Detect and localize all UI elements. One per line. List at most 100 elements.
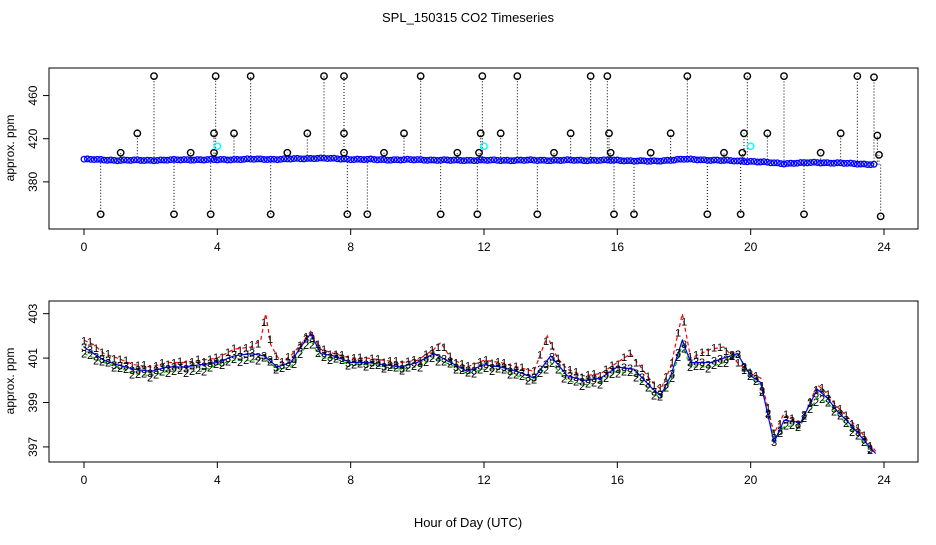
data-point xyxy=(800,159,808,166)
bottom-panel-ylabel: approx. ppm xyxy=(3,348,17,415)
data-point xyxy=(380,156,388,164)
series-marker: 3 xyxy=(405,359,411,371)
data-point xyxy=(220,156,228,163)
outlier-point xyxy=(186,148,195,157)
data-point xyxy=(500,156,508,164)
series-marker: 2 xyxy=(429,353,435,365)
series-marker: 2 xyxy=(597,379,603,391)
data-point xyxy=(127,156,135,164)
series-marker: 3 xyxy=(423,352,429,364)
series-marker: 3 xyxy=(855,427,861,439)
series-marker: 2 xyxy=(111,362,117,374)
data-point xyxy=(723,156,731,164)
series-marker: 3 xyxy=(489,363,495,375)
outlier-point xyxy=(703,210,712,219)
series-marker: 2 xyxy=(579,381,585,393)
data-point xyxy=(787,159,795,167)
data-point xyxy=(253,155,261,163)
series-marker: 3 xyxy=(135,365,141,377)
x-tick-label: 16 xyxy=(611,473,625,487)
outlier-point xyxy=(206,210,215,219)
series-marker: 3 xyxy=(729,349,735,361)
series-marker: 1 xyxy=(303,331,309,343)
series-marker: 2 xyxy=(867,445,873,457)
data-point xyxy=(390,156,398,164)
series-marker: 3 xyxy=(321,348,327,360)
data-point xyxy=(573,156,581,164)
x-tick-label: 20 xyxy=(744,473,758,487)
data-point xyxy=(430,156,438,164)
series-marker: 1 xyxy=(255,339,261,351)
data-point xyxy=(853,160,861,168)
series-marker: 2 xyxy=(321,352,327,364)
series-marker: 1 xyxy=(93,343,99,355)
series-marker: 1 xyxy=(405,356,411,368)
series-marker: 3 xyxy=(747,369,753,381)
series-marker: 2 xyxy=(267,357,273,369)
series-marker: 2 xyxy=(633,373,639,385)
series-marker: 2 xyxy=(729,351,735,363)
series-marker: 2 xyxy=(519,371,525,383)
data-point xyxy=(180,156,188,164)
data-point xyxy=(580,157,588,165)
series-marker: 1 xyxy=(705,347,711,359)
series-marker: 1 xyxy=(351,353,357,365)
series-marker: 1 xyxy=(321,344,327,356)
series-marker: 3 xyxy=(471,365,477,377)
series-marker: 1 xyxy=(411,355,417,367)
series-marker: 1 xyxy=(201,356,207,368)
data-point xyxy=(80,155,88,163)
series-marker: 1 xyxy=(165,359,171,371)
outlier-point xyxy=(740,129,748,138)
series-marker: 2 xyxy=(645,383,651,395)
series-marker: 2 xyxy=(105,357,111,369)
x-tick-label: 16 xyxy=(611,240,625,254)
data-point xyxy=(703,156,711,164)
series-marker: 1 xyxy=(555,353,561,365)
series-marker: 2 xyxy=(471,369,477,381)
series-marker: 3 xyxy=(261,350,267,362)
series-2: 2 2 2 2 2 2 2 2 2 2 2 2 2 2 2 2 2 2 2 2 2 2 2 2 2 2 2 2 2 2 2 22 2 2 222 22… xyxy=(81,339,877,457)
data-point xyxy=(307,154,315,162)
data-point xyxy=(683,155,691,163)
series-marker: 2 xyxy=(453,364,459,376)
data-point xyxy=(620,157,628,165)
series-marker: 3 xyxy=(279,360,285,372)
series-marker: 2 xyxy=(675,352,681,364)
data-point xyxy=(480,156,488,164)
data-point xyxy=(230,155,238,163)
outlier-point xyxy=(211,72,220,81)
outlier-point xyxy=(343,210,352,219)
data-point xyxy=(533,157,541,165)
data-point xyxy=(167,156,175,164)
series-marker: 2 xyxy=(147,372,153,384)
series-marker: 1 xyxy=(231,343,237,355)
data-point xyxy=(747,157,755,165)
series-marker: 1 xyxy=(771,428,777,440)
data-point xyxy=(677,155,685,163)
series-marker: 1 xyxy=(699,347,705,359)
series-marker: 2 xyxy=(81,349,87,361)
data-point xyxy=(643,157,651,165)
series-marker: 1 xyxy=(819,383,825,395)
series-marker: 3 xyxy=(93,352,99,364)
data-point xyxy=(490,156,498,164)
x-tick-label: 0 xyxy=(81,473,88,487)
data-point xyxy=(190,156,198,164)
data-point xyxy=(563,156,571,164)
series-marker: 2 xyxy=(501,364,507,376)
data-point xyxy=(547,157,555,165)
series-marker: 2 xyxy=(237,357,243,369)
data-point xyxy=(450,156,458,164)
series-marker: 3 xyxy=(345,358,351,370)
series-marker: 1 xyxy=(783,409,789,421)
series-marker: 3 xyxy=(147,368,153,380)
series-marker: 2 xyxy=(831,407,837,419)
outlier-point xyxy=(246,72,255,81)
series-marker: 1 xyxy=(267,334,273,346)
series-marker: 1 xyxy=(375,353,381,365)
series-marker: 1 xyxy=(171,357,177,369)
series-marker: 2 xyxy=(93,356,99,368)
data-point xyxy=(600,156,608,164)
